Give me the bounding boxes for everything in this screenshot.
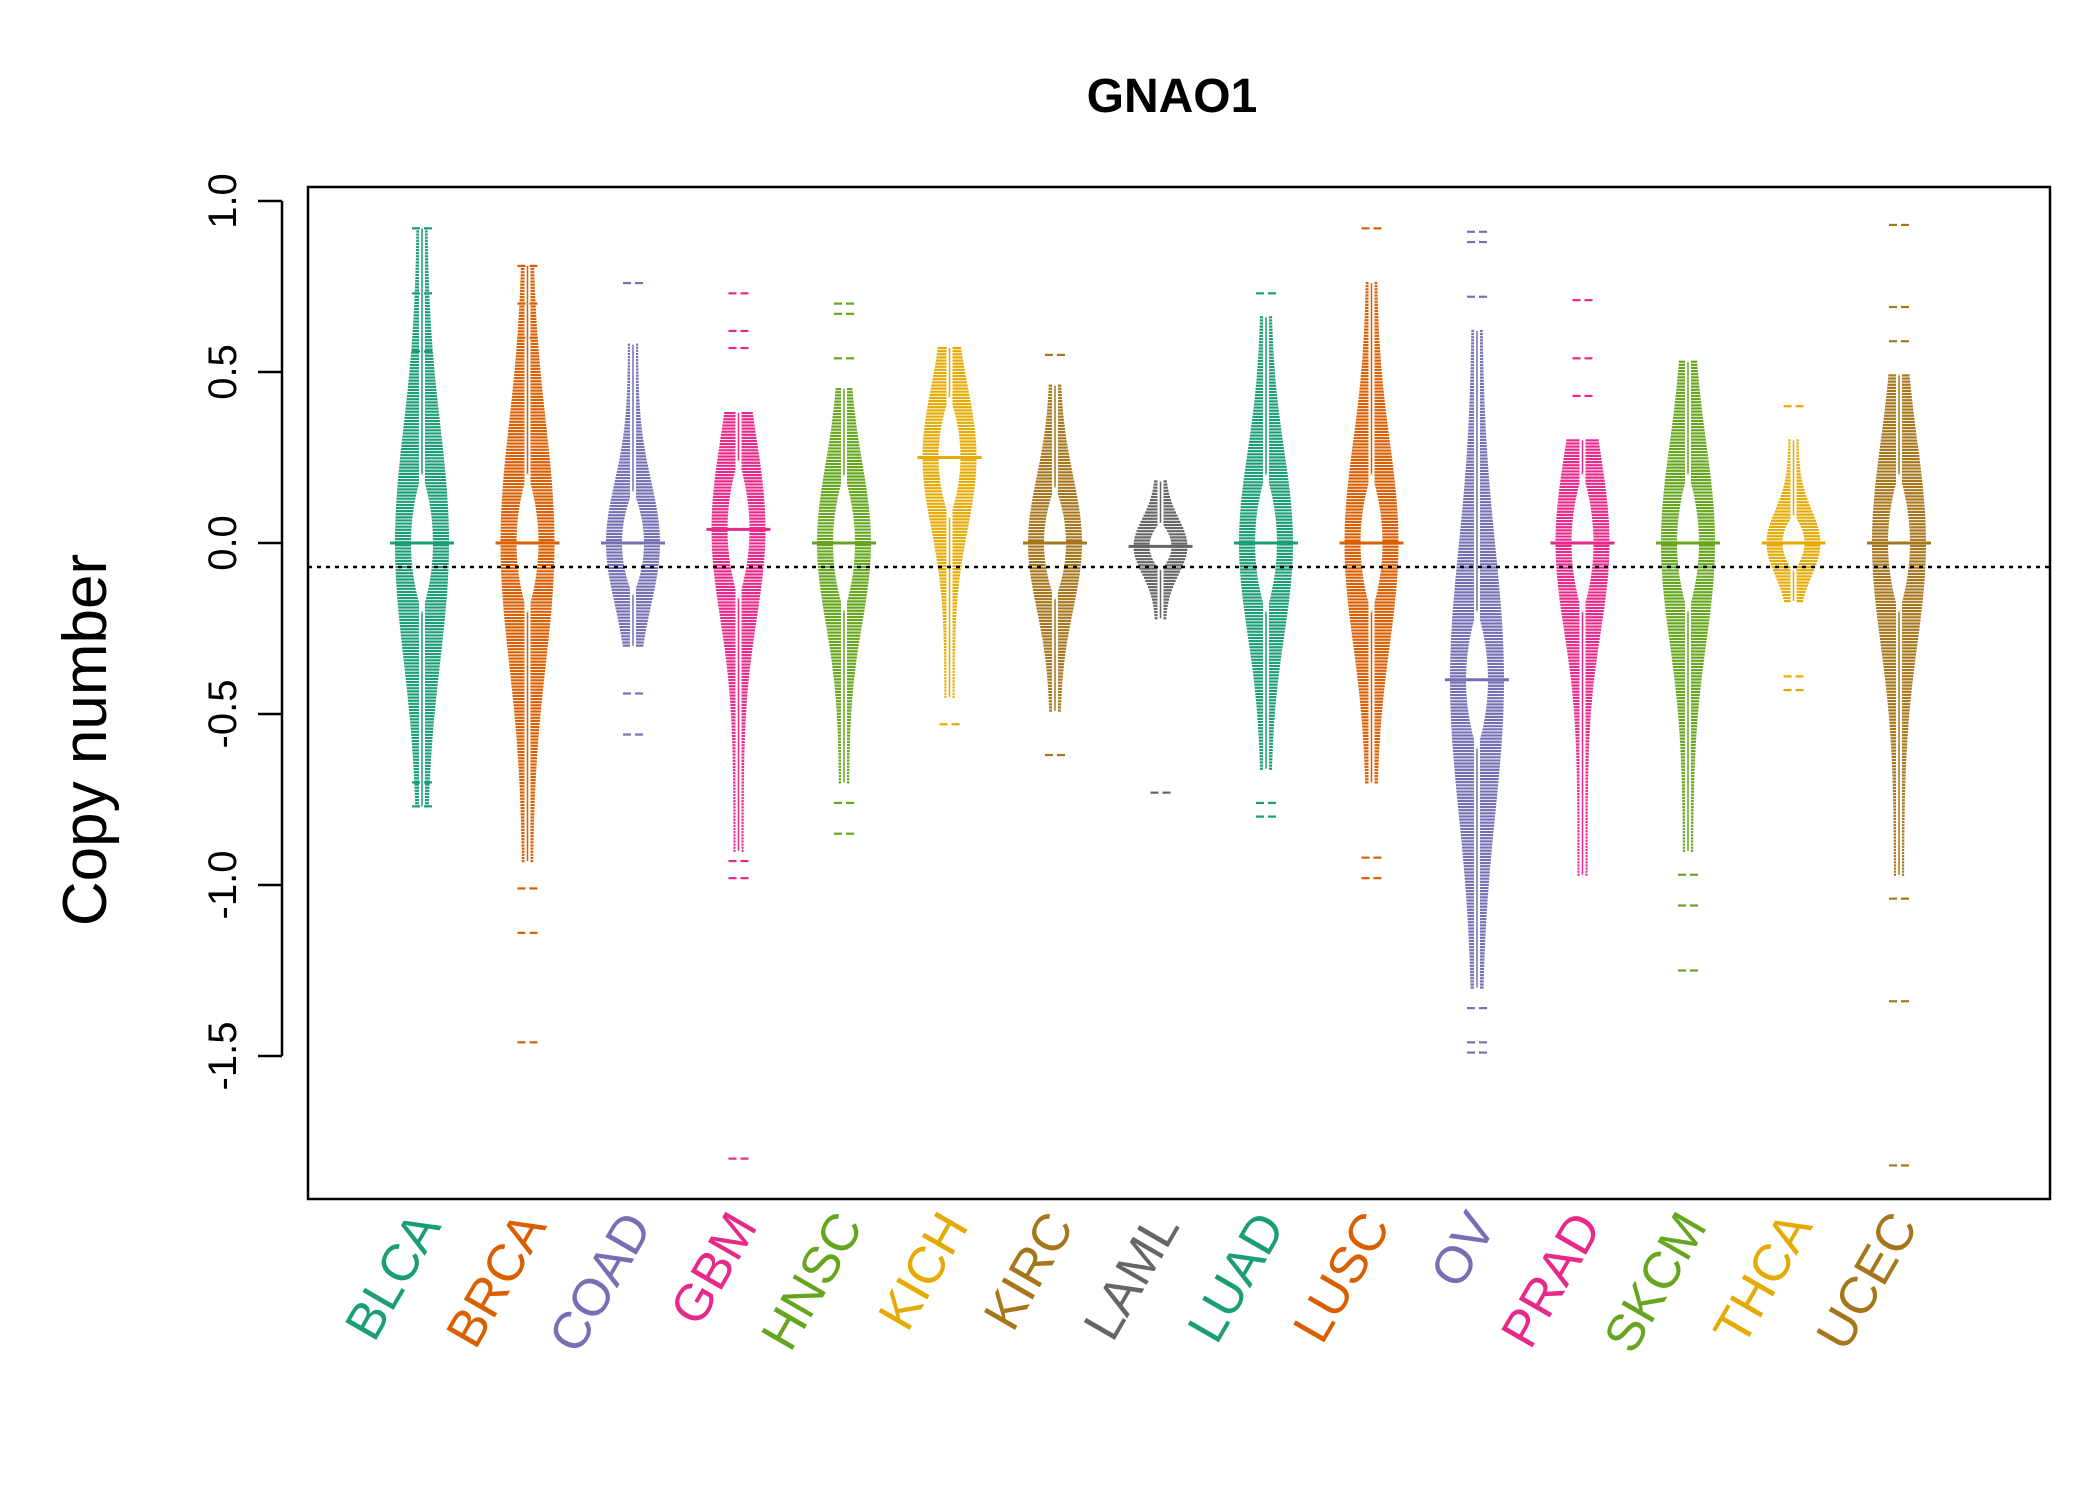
bean-brca [495, 264, 560, 1044]
bean-kich [917, 346, 982, 726]
bean-gbm [706, 292, 771, 1160]
x-tick-label-skcm: SKCM [1593, 1203, 1718, 1362]
y-axis-label: Copy number [51, 554, 120, 926]
x-tick-label-luad: LUAD [1177, 1203, 1297, 1352]
bean-thca [1761, 405, 1826, 692]
beans [390, 223, 1931, 1167]
x-tick-label-kich: KICH [868, 1203, 980, 1340]
bean-skcm [1656, 360, 1720, 972]
y-tick-label: -1.5 [201, 1022, 245, 1091]
y-tick-label: 0.5 [201, 344, 245, 400]
y-axis: 1.0 0.5 0.0 -0.5 -1.0 -1.5 [201, 173, 284, 1091]
bean-luad [1234, 292, 1298, 818]
bean-blca [390, 227, 454, 808]
y-tick-label: 0.0 [201, 515, 245, 571]
plot-frame [306, 185, 2052, 1201]
bean-lusc [1339, 227, 1404, 880]
bean-ucec [1867, 223, 1931, 1167]
y-tick-label: 1.0 [201, 173, 245, 229]
bean-coad [601, 281, 665, 736]
bean-laml [1128, 480, 1193, 794]
bean-ov [1445, 230, 1509, 1054]
x-tick-label-coad: COAD [538, 1203, 663, 1362]
y-tick-label: -1.0 [201, 851, 245, 920]
x-tick-label-gbm: GBM [659, 1203, 768, 1335]
x-tick-label-kirc: KIRC [973, 1203, 1085, 1340]
x-tick-label-ov: OV [1420, 1203, 1508, 1297]
chart-title: GNAO1 [1087, 70, 1258, 123]
x-tick-label-lusc: LUSC [1282, 1203, 1402, 1352]
x-tick-label-hnsc: HNSC [750, 1203, 874, 1360]
x-tick-label-laml: LAML [1073, 1203, 1191, 1350]
bean-kirc [1023, 353, 1087, 757]
x-tick-label-ucec: UCEC [1805, 1203, 1929, 1360]
bean-prad [1550, 299, 1615, 876]
bean-hnsc [812, 302, 876, 835]
y-tick-label: -0.5 [201, 680, 245, 749]
